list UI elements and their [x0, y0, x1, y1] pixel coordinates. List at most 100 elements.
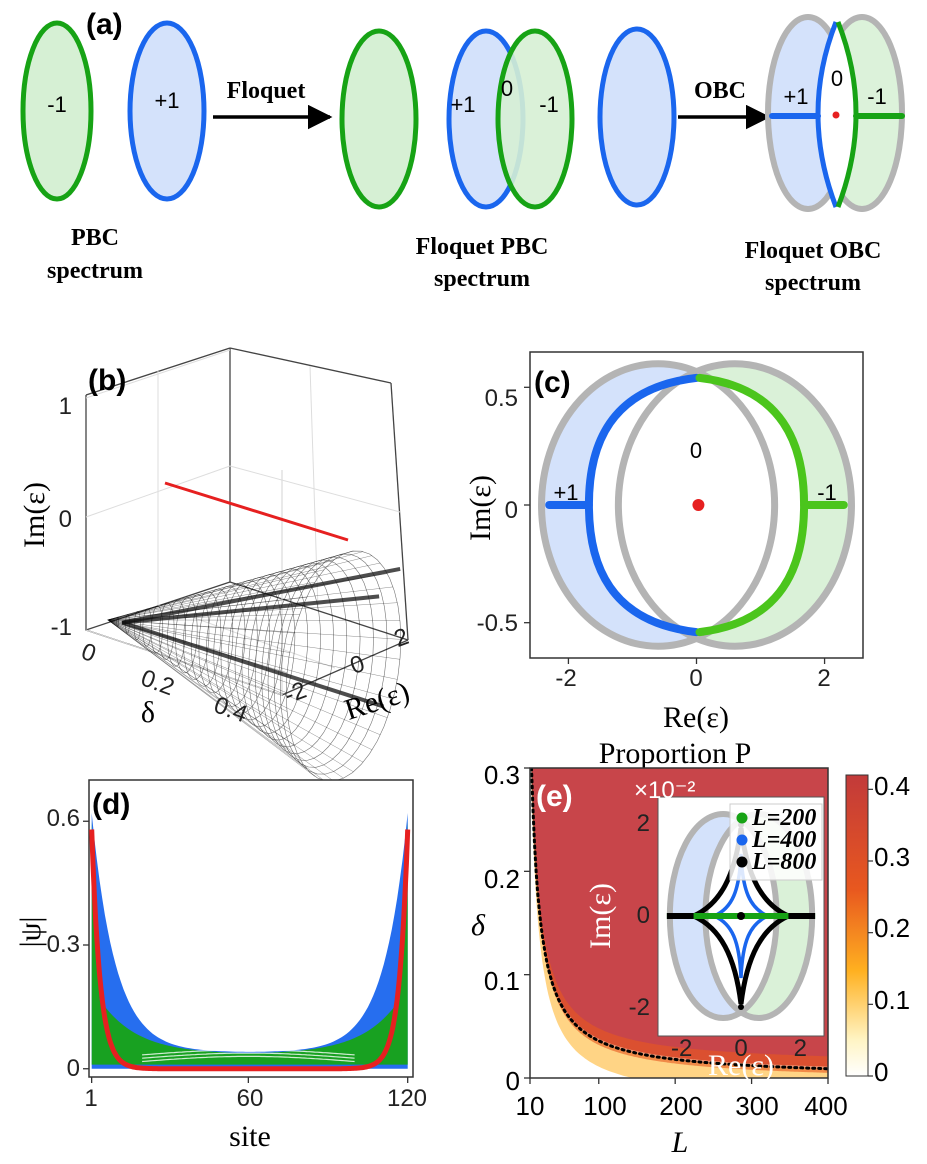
panel-a-label: (a)	[86, 8, 123, 41]
panel-c: (c) +1 0 -1 0.5 0 -0.5 -2 0 2 Re(ε) Im(ε…	[464, 351, 864, 734]
b-surface-branch	[121, 594, 380, 625]
d-xtick-2: 120	[387, 1085, 427, 1112]
d-ytick-mid: 0.3	[47, 931, 80, 958]
caption-pbc-line1: PBC	[71, 225, 119, 251]
fobc-winding-right: -1	[867, 84, 887, 109]
e-frame	[529, 767, 829, 1079]
fpbc-extra-blue-loop	[597, 26, 677, 208]
d-bulk-ripple	[142, 1049, 355, 1056]
c-ytick-bottom: -0.5	[477, 610, 518, 637]
e-cbar-tick-3: 0.3	[874, 842, 910, 872]
e-ytick-0: 0	[506, 1066, 520, 1096]
e-cbar-tick-2: 0.2	[874, 913, 910, 943]
pbc-winding-right: +1	[154, 88, 179, 113]
c-zero-mode	[692, 499, 705, 511]
c-xtick-2: 2	[817, 665, 830, 692]
d-series-red	[89, 829, 411, 1072]
pbc-blue-loop	[127, 20, 207, 202]
e-ytick-3: 0.3	[484, 760, 520, 790]
e-xtick-2: 200	[659, 1091, 702, 1121]
e-cbar-tick-1: 0.1	[874, 985, 910, 1015]
e-inset-xtick-2: 2	[794, 1035, 807, 1062]
e-inset-xtick-0: -2	[671, 1035, 692, 1062]
e-y-label: δ	[471, 909, 486, 942]
caption-fpbc-line2: spectrum	[434, 266, 530, 292]
c-pbc-left-outline	[538, 360, 779, 650]
e-inset-legend-marker	[736, 856, 748, 868]
e-boundary-curve	[530, 768, 828, 1071]
panel-b-label: (b)	[88, 364, 126, 397]
fpbc-green-loop	[495, 28, 575, 210]
obc-arrow-label: OBC	[694, 78, 746, 104]
d-bulk-ripple	[142, 1055, 355, 1063]
c-plot-area	[538, 360, 855, 650]
e-xtick-0: 10	[516, 1091, 545, 1121]
fpbc-winding-right: -1	[539, 92, 559, 117]
pbc-green-loop	[20, 20, 94, 202]
b-depth-label: δ	[141, 696, 155, 729]
b-ytick-bottom: -1	[51, 614, 72, 641]
c-y-label: Im(ε)	[464, 475, 497, 541]
b-x-label: Re(ε)	[341, 675, 414, 727]
fpbc-winding-center: 0	[501, 76, 513, 101]
b-y-label: Im(ε)	[18, 482, 51, 548]
panel-c-label: (c)	[534, 366, 571, 399]
e-inset-center-dot	[737, 912, 745, 920]
e-cbar-tick-0: 0	[874, 1057, 888, 1087]
panel-b-zero-mode-line	[164, 481, 349, 542]
d-x-label: site	[229, 1120, 271, 1153]
d-bulk-ripple	[142, 1052, 355, 1059]
fobc-winding-center: 0	[831, 66, 843, 91]
fpbc-green-loop-far	[339, 28, 419, 210]
c-region-minus1: -1	[817, 480, 837, 505]
d-ytick-top: 0.6	[47, 805, 80, 832]
e-inset-x-label: Re(ε)	[708, 1049, 774, 1082]
e-xtick-1: 100	[583, 1091, 626, 1121]
panel-a: (a) -1 +1 PBC spectrum Floquet +1 0 -1 F…	[20, 8, 905, 296]
caption-pbc-line2: spectrum	[47, 258, 143, 284]
b-surface-branch	[121, 566, 401, 625]
e-inset-y-label: Im(ε)	[584, 883, 617, 949]
d-plot-area	[89, 813, 411, 1072]
panel-b-surface	[107, 550, 402, 782]
e-cbar-tick-4: 0.4	[874, 771, 910, 801]
e-inset-legend-marker	[736, 834, 748, 846]
caption-fobc-line2: spectrum	[765, 270, 861, 296]
c-xtick-1: 0	[689, 665, 702, 692]
e-title: Proportion P	[599, 737, 752, 770]
d-ytick-bottom: 0	[67, 1055, 80, 1082]
caption-fpbc-line1: Floquet PBC	[416, 234, 549, 260]
e-colorbar	[845, 774, 869, 1077]
d-series-green	[91, 821, 408, 1065]
pbc-winding-left: -1	[47, 92, 67, 117]
panel-b: (b) 1 0 -1 Im(ε) 0 0.2 0.4 δ -2 0 2 Re(ε…	[18, 347, 414, 782]
fpbc-winding-left: +1	[450, 92, 475, 117]
c-ticks	[524, 386, 826, 664]
b-ytick-mid: 0	[59, 506, 72, 533]
panel-d-label: (d)	[92, 788, 130, 821]
e-x-label: L	[671, 1126, 689, 1159]
e-inset-xtick-1: 0	[734, 1035, 747, 1062]
panel-e: Proportion P (e) -2 0 2 2 0 -2 Re(ε) Im(ε) ×10⁻²…	[471, 737, 910, 1159]
e-ytick-1: 0.1	[484, 966, 520, 996]
e-inset-ytick-2: -2	[629, 994, 650, 1021]
floquet-arrow-label: Floquet	[227, 78, 306, 104]
e-ticks	[524, 767, 829, 1084]
b-dtick-0: 0	[78, 638, 100, 668]
e-inset-legend-label: L=800	[751, 849, 816, 875]
e-ytick-2: 0.2	[484, 864, 520, 894]
e-xtick-3: 300	[735, 1091, 778, 1121]
fobc-zero-mode	[832, 111, 840, 119]
c-pbc-right-outline	[614, 360, 855, 650]
panel-d: (d) 0.6 0.3 0 1 60 120 site |ψ|	[14, 779, 427, 1153]
c-x-label: Re(ε)	[663, 701, 729, 734]
d-y-label: |ψ|	[14, 917, 47, 948]
c-xtick-0: -2	[555, 665, 576, 692]
e-inset-multiplier: ×10⁻²	[634, 777, 695, 804]
e-xtick-4: 400	[804, 1091, 847, 1121]
e-inset-ytick-1: 0	[637, 902, 650, 929]
panel-b-grid	[85, 349, 401, 696]
caption-fobc-line1: Floquet OBC	[745, 238, 882, 264]
b-xtick-2: 2	[391, 623, 413, 653]
